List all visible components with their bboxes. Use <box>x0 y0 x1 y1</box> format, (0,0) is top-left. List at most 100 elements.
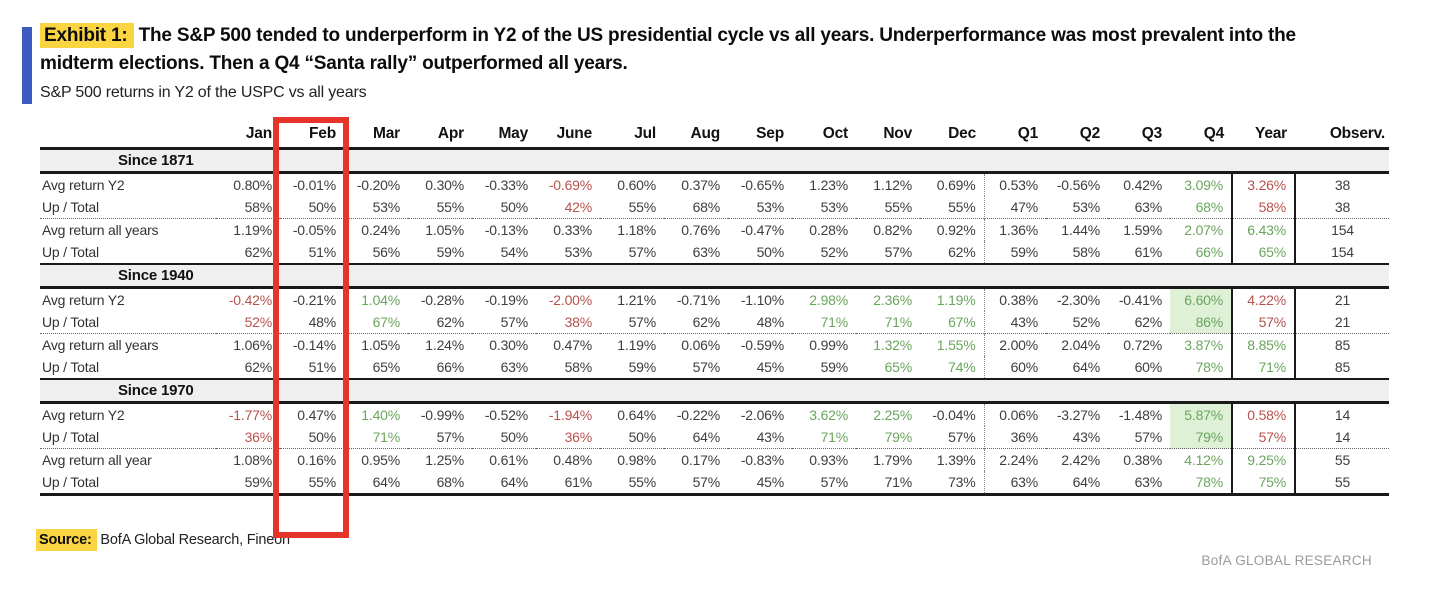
data-cell: 48% <box>308 314 337 330</box>
col-header-mar: Mar <box>344 122 408 150</box>
data-cell: 0.69% <box>936 177 976 193</box>
col-header-jan: Jan <box>216 122 280 150</box>
data-cell: 57% <box>664 471 728 496</box>
data-cell: 2.98% <box>809 292 848 308</box>
data-cell: -0.01% <box>292 177 336 193</box>
data-cell: 0.30% <box>425 177 464 193</box>
data-cell: -3.27% <box>1056 407 1100 423</box>
row-label: Avg return Y2 <box>42 407 125 423</box>
row-label: Up / Total <box>42 244 99 260</box>
data-cell: 59% <box>628 359 657 375</box>
table-row: Avg return all year 1.08% 0.16% 0.95% 1.25% 0… <box>40 448 1389 471</box>
data-cell: -1.48% <box>1118 407 1162 423</box>
data-cell: 154 <box>1294 241 1389 264</box>
col-header-feb: Feb <box>280 122 344 150</box>
col-header-sep: Sep <box>728 122 792 150</box>
row-label: Avg return Y2 <box>42 177 125 193</box>
data-cell: 1.25% <box>408 448 472 471</box>
data-cell: 55% <box>600 471 664 496</box>
col-header-year: Year <box>1232 122 1295 150</box>
data-cell: 57% <box>692 359 721 375</box>
data-cell: -0.04% <box>932 407 976 423</box>
col-header-jul: Jul <box>600 122 664 150</box>
data-cell: 52% <box>1072 314 1101 330</box>
data-cell: 62% <box>692 314 721 330</box>
data-cell: 4.12% <box>1170 448 1232 471</box>
data-cell: 62% <box>948 244 976 260</box>
data-cell: 60% <box>983 356 1046 379</box>
exhibit-tag-highlight: Exhibit 1: <box>40 23 134 48</box>
source-text: BofA Global Research, Fineon <box>96 532 290 548</box>
data-cell: -0.20% <box>356 177 400 193</box>
data-cell: 0.99% <box>792 333 856 356</box>
data-cell: 1.19% <box>600 333 664 356</box>
data-cell: 57% <box>1134 429 1163 445</box>
data-cell: 0.76% <box>664 218 728 241</box>
data-cell: 0.06% <box>664 333 728 356</box>
data-cell: 1.79% <box>856 448 920 471</box>
data-cell: 36% <box>983 426 1046 449</box>
data-cell: 6.60% <box>1170 287 1232 311</box>
data-cell: 0.17% <box>664 448 728 471</box>
data-cell: 0.28% <box>792 218 856 241</box>
row-label: Avg return Y2 <box>42 292 125 308</box>
data-cell: 0.16% <box>280 448 344 471</box>
data-cell: 50% <box>500 199 529 215</box>
row-label: Avg return all years <box>40 218 216 241</box>
data-cell: 62% <box>1134 314 1163 330</box>
data-cell: 1.12% <box>873 177 912 193</box>
data-cell: -0.65% <box>740 177 784 193</box>
section-label: Since 1871 <box>40 147 1389 174</box>
data-cell: 75% <box>1231 471 1295 496</box>
data-cell: 21 <box>1294 287 1389 311</box>
row-label: Avg return all year <box>40 448 216 471</box>
data-cell: 57% <box>1231 426 1295 449</box>
data-cell: 53% <box>564 244 593 260</box>
data-cell: 58% <box>244 199 273 215</box>
exhibit-title-line2: midterm elections. Then a Q4 “Santa rall… <box>40 53 628 74</box>
table-row: Up / Total 36% 50% 71% 57% 50% 36% 50% 64% 43% 71%… <box>40 426 1389 449</box>
data-cell: 64% <box>1046 471 1108 496</box>
row-label: Up / Total <box>42 429 99 445</box>
data-cell: 86% <box>1170 311 1232 334</box>
data-cell: 62% <box>436 314 465 330</box>
data-cell: -1.10% <box>740 292 784 308</box>
data-cell: -2.06% <box>740 407 784 423</box>
data-cell: -0.21% <box>292 292 336 308</box>
data-cell: 1.55% <box>920 333 984 356</box>
data-cell: 71% <box>1231 356 1295 379</box>
data-cell: -1.94% <box>548 407 592 423</box>
data-cell: -0.52% <box>484 407 528 423</box>
data-cell: -2.00% <box>548 292 592 308</box>
table-row: Up / Total 58% 50% 53% 55% 50% 42% 55% 68% 53% 53%… <box>40 196 1389 219</box>
exhibit-title-text: The S&P 500 tended to underperform in Y2… <box>133 25 1297 46</box>
data-cell: 79% <box>1170 426 1232 449</box>
data-cell: 42% <box>564 199 593 215</box>
data-cell: 71% <box>856 471 920 496</box>
data-cell: 2.00% <box>983 333 1046 356</box>
data-cell: 85 <box>1294 333 1389 356</box>
data-cell: 1.32% <box>856 333 920 356</box>
data-cell: 43% <box>983 311 1046 334</box>
data-cell: 78% <box>1195 359 1224 375</box>
data-cell: 0.30% <box>472 333 536 356</box>
data-cell: 59% <box>983 241 1046 264</box>
table-header: Jan Feb Mar Apr May June Jul Aug Sep Oct Nov Dec Q1 Q… <box>40 122 1389 150</box>
data-cell: 63% <box>500 359 529 375</box>
data-cell: 1.19% <box>216 218 280 241</box>
data-cell: 8.85% <box>1231 333 1295 356</box>
data-cell: -0.71% <box>676 292 720 308</box>
data-cell: 58% <box>1231 196 1295 219</box>
data-cell: 57% <box>500 314 529 330</box>
data-cell: 63% <box>692 244 721 260</box>
data-cell: 53% <box>820 199 849 215</box>
data-cell: 0.98% <box>600 448 664 471</box>
data-cell: 2.25% <box>873 407 912 423</box>
data-cell: 66% <box>436 359 465 375</box>
data-cell: 55% <box>436 199 465 215</box>
data-cell: 65% <box>1231 241 1295 264</box>
data-cell: 71% <box>820 429 849 445</box>
data-cell: 59% <box>436 244 465 260</box>
data-cell: 14 <box>1294 402 1389 426</box>
table-body: Since 1871 Avg return Y2 0.80% -0.01% -0.20%… <box>40 147 1389 496</box>
